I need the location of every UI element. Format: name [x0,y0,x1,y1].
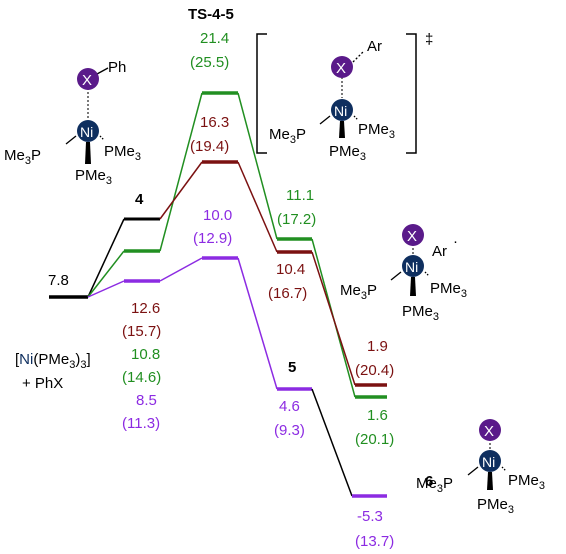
molecule-6: X Ni Me3P PMe3 PMe3 [416,419,545,516]
ar-label-5: Ar [432,243,447,260]
energy-paths [49,91,387,498]
dagger-label: ‡ [425,31,433,48]
ts-red-paren: (19.4) [190,138,229,155]
svg-text:PMe3: PMe3 [477,496,514,516]
i5-red-value: 10.4 [276,261,305,278]
reactant-label: [Ni(PMe3)3] + PhX [15,351,91,392]
svg-text:PMe3: PMe3 [508,472,545,492]
i6-red-paren: (20.4) [355,362,394,379]
i5-green-paren: (17.2) [277,211,316,228]
i6-purple-paren: (13.7) [355,533,394,550]
x-label-5: X [407,228,417,245]
ts-green-value: 21.4 [200,30,229,47]
ni-atom-5 [402,255,424,277]
ni-label-6: Ni [482,454,495,470]
black-connector-start-4 [87,218,125,298]
ar-label-ts: Ar [367,38,382,55]
i6-green-paren: (20.1) [355,431,394,448]
x-atom-ts [331,56,353,78]
i6-purple-value: -5.3 [357,508,383,525]
ts-molecule: ‡ X Ar Ni Me3P PMe3 PMe3 [256,31,433,163]
svg-text:PMe3: PMe3 [75,167,112,187]
svg-text:PMe3: PMe3 [358,121,395,141]
x-label-6: X [484,423,494,440]
ts-label: TS-4-5 [188,6,234,23]
svg-text:Me3P: Me3P [269,126,306,146]
red-path [159,160,387,387]
ni-atom-6 [479,450,501,472]
ts-red-value: 16.3 [200,114,229,131]
ph-label: Ph [108,59,126,76]
i4-green-value: 10.8 [131,346,160,363]
x-atom-5 [402,224,424,246]
i4-red-paren: (15.7) [122,323,161,340]
i5-purple-paren: (9.3) [274,422,305,439]
reactant-line2: + PhX [22,375,63,392]
x-label-4: X [82,72,92,89]
svg-text:[Ni(PMe3)3]: [Ni(PMe3)3] [15,351,91,371]
green-path [87,91,387,399]
x-atom-6 [479,419,501,441]
int-6-label: 6 [425,473,433,490]
svg-text:PMe3: PMe3 [104,143,141,163]
x-atom-4 [77,68,99,90]
i4-purple-value: 8.5 [136,392,157,409]
i4-purple-paren: (11.3) [122,415,160,432]
ni-label-4: Ni [80,124,93,140]
svg-text:PMe3: PMe3 [329,143,366,163]
ni-atom-ts [331,99,353,121]
i6-green-value: 1.6 [367,407,388,424]
i5-red-paren: (16.7) [268,285,307,302]
i4-red-value: 12.6 [131,300,160,317]
svg-text:Me3P: Me3P [4,147,41,167]
int-5-label: 5 [288,359,296,376]
ni-atom-4 [77,120,99,142]
svg-text:·: · [453,233,458,250]
i5-purple-value: 4.6 [279,398,300,415]
black-connector-5-6 [311,388,353,497]
ts-purple-paren: (12.9) [193,230,232,247]
ni-label-ts: Ni [334,103,347,119]
x-label-ts: X [336,60,346,77]
i6-red-value: 1.9 [367,338,388,355]
ts-purple-value: 10.0 [203,207,232,224]
svg-text:Me3P: Me3P [340,282,377,302]
svg-text:PMe3: PMe3 [402,303,439,323]
molecule-5: X Ar · Ni Me3P PMe3 PMe3 [340,224,467,323]
svg-text:PMe3: PMe3 [430,280,467,300]
i4-green-paren: (14.6) [122,369,161,386]
int-4-label: 4 [135,191,144,208]
molecule-4: X Ph Ni Me3P PMe3 PMe3 [4,59,141,187]
ts-green-paren: (25.5) [190,54,229,71]
compound-labels: TS-4-5 4 5 6 [135,6,433,490]
i5-green-value: 11.1 [286,187,314,204]
svg-text:Me3P: Me3P [416,475,453,495]
energy-labels: 7.8 12.6 (15.7) 10.8 (14.6) 8.5 (11.3) 2… [48,30,394,550]
purple-path [87,256,387,498]
start-value: 7.8 [48,272,69,289]
ni-label-5: Ni [405,259,418,275]
